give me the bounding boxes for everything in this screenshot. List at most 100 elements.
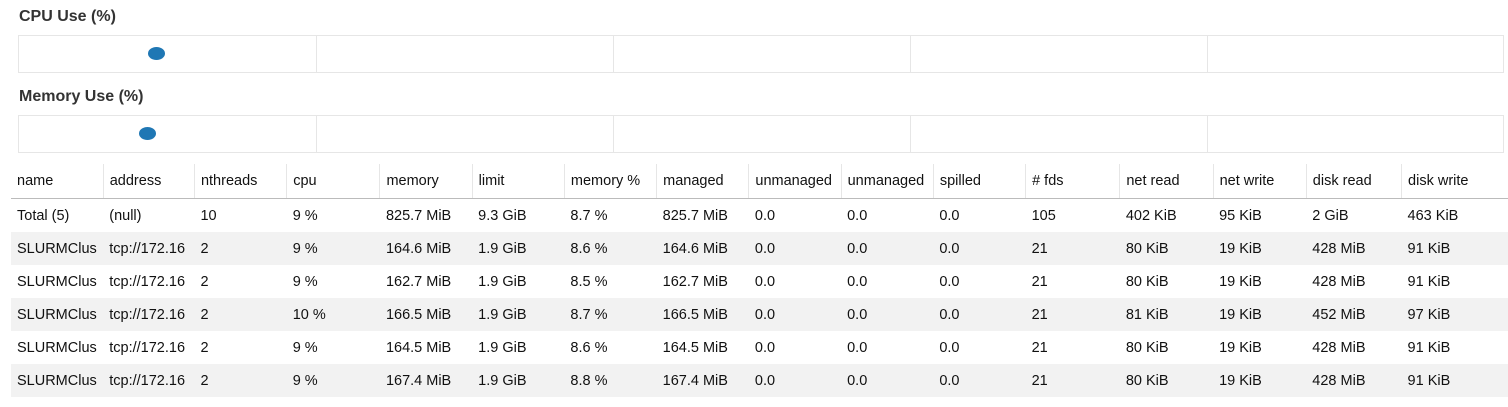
table-cell: 1.9 GiB bbox=[472, 364, 565, 397]
table-cell: 95 KiB bbox=[1219, 207, 1262, 224]
table-cell: 428 MiB bbox=[1306, 232, 1402, 265]
table-cell: 402 KiB bbox=[1125, 207, 1177, 224]
column-header[interactable]: unmanaged bbox=[748, 164, 842, 199]
table-cell: 2 bbox=[194, 364, 287, 397]
table-cell: 19 KiB bbox=[1219, 339, 1262, 356]
table-cell: 9 % bbox=[292, 273, 318, 290]
table-cell: 1.9 GiB bbox=[478, 273, 527, 290]
table-cell: 0.0 bbox=[748, 298, 842, 331]
cpu-use-title: CPU Use (%) bbox=[19, 8, 116, 25]
table-cell: 2 bbox=[194, 232, 287, 265]
table-cell: tcp://172.16 bbox=[103, 232, 195, 265]
table-cell: 21 bbox=[1031, 273, 1048, 290]
table-cell: 80 KiB bbox=[1119, 232, 1214, 265]
plot-divider bbox=[613, 116, 614, 152]
table-cell: 1.9 GiB bbox=[478, 339, 527, 356]
table-cell: 825.7 MiB bbox=[662, 207, 728, 224]
table-cell: 164.6 MiB bbox=[379, 232, 473, 265]
table-cell: 19 KiB bbox=[1213, 364, 1307, 397]
table-row: Total (5) (null) 10 9 % 825.7 MiB 9.3 GiB 8.7 … bbox=[11, 199, 1508, 233]
table-cell: 9 % bbox=[292, 339, 318, 356]
table-row: SLURMClus tcp://172.16 2 9 % 164.5 MiB 1.9 Gi… bbox=[11, 331, 1508, 364]
table-cell: 164.5 MiB bbox=[385, 339, 452, 356]
table-cell: 167.4 MiB bbox=[379, 364, 473, 397]
column-header[interactable]: net write bbox=[1212, 164, 1307, 199]
column-header[interactable]: disk write bbox=[1401, 164, 1508, 199]
table-cell: 19 KiB bbox=[1213, 298, 1307, 331]
column-header[interactable]: cpu bbox=[286, 164, 380, 199]
column-header[interactable]: nthreads bbox=[193, 164, 287, 199]
table-cell: 0.0 bbox=[847, 339, 868, 356]
workers-table: name address nthreads cpu memory limit memory … bbox=[11, 164, 1508, 397]
column-header[interactable]: address bbox=[102, 164, 195, 199]
table-cell: SLURMClus bbox=[11, 364, 104, 397]
memory-use-title: Memory Use (%) bbox=[19, 88, 144, 105]
table-cell: 0.0 bbox=[841, 364, 934, 397]
table-cell: 8.6 % bbox=[564, 232, 657, 265]
table-cell: 1.9 GiB bbox=[472, 232, 565, 265]
plot-divider bbox=[316, 116, 317, 152]
table-cell: 8.8 % bbox=[564, 364, 657, 397]
table-cell: tcp://172.16 bbox=[103, 298, 195, 331]
column-header[interactable]: net read bbox=[1119, 164, 1214, 199]
table-cell: 9.3 GiB bbox=[478, 207, 527, 224]
table-cell: 428 MiB bbox=[1312, 273, 1366, 290]
table-cell: tcp://172.16 bbox=[103, 364, 195, 397]
table-cell: 428 MiB bbox=[1306, 364, 1402, 397]
table-cell: tcp://172.16 bbox=[109, 339, 186, 356]
column-header[interactable]: disk read bbox=[1305, 164, 1402, 199]
table-cell: 0.0 bbox=[754, 273, 776, 290]
table-cell: 0.0 bbox=[754, 339, 776, 356]
memory-use-plot bbox=[18, 115, 1504, 153]
table-cell: tcp://172.16 bbox=[109, 273, 186, 290]
column-header[interactable]: name bbox=[11, 164, 104, 199]
table-row: SLURMClus tcp://172.16 2 9 % 167.4 MiB 1.9 Gi… bbox=[11, 364, 1508, 397]
table-cell: 21 bbox=[1031, 339, 1048, 356]
column-header[interactable]: unmanaged bbox=[840, 164, 934, 199]
table-cell: 0.0 bbox=[933, 298, 1026, 331]
column-header[interactable]: spilled bbox=[932, 164, 1026, 199]
table-cell: 825.7 MiB bbox=[385, 207, 452, 224]
column-header[interactable]: managed bbox=[656, 164, 749, 199]
table-cell: 0.0 bbox=[933, 364, 1026, 397]
table-row: SLURMClus tcp://172.16 2 9 % 162.7 MiB 1.9 Gi… bbox=[11, 265, 1508, 298]
table-cell: 19 KiB bbox=[1219, 273, 1262, 290]
table-header-row: name address nthreads cpu memory limit memory … bbox=[11, 164, 1508, 199]
table-cell: Total (5) bbox=[17, 207, 70, 224]
cpu-usage-dot bbox=[147, 47, 165, 60]
table-cell: 21 bbox=[1025, 364, 1120, 397]
table-cell: 91 KiB bbox=[1407, 339, 1451, 356]
table-cell: SLURMClus bbox=[11, 232, 104, 265]
column-header[interactable]: memory % bbox=[563, 164, 657, 199]
table-cell: 9 % bbox=[286, 232, 380, 265]
table-cell: 19 KiB bbox=[1213, 232, 1307, 265]
table-cell: 91 KiB bbox=[1401, 232, 1508, 265]
table-cell: 10 % bbox=[286, 298, 380, 331]
table-cell: 167.4 MiB bbox=[656, 364, 749, 397]
table-cell: 162.7 MiB bbox=[662, 273, 728, 290]
table-cell: (null) bbox=[109, 207, 142, 224]
table-cell: 0.0 bbox=[841, 232, 934, 265]
table-cell: 2 bbox=[200, 273, 209, 290]
table-cell: 0.0 bbox=[748, 232, 842, 265]
column-header[interactable]: limit bbox=[471, 164, 565, 199]
table-cell: 80 KiB bbox=[1119, 364, 1214, 397]
table-cell: 2 bbox=[194, 298, 287, 331]
table-row: SLURMClus tcp://172.16 2 9 % 164.6 MiB 1.9 Gi… bbox=[11, 232, 1508, 265]
table-cell: 21 bbox=[1025, 298, 1120, 331]
table-cell: 105 bbox=[1031, 207, 1056, 224]
plot-divider bbox=[910, 36, 911, 72]
table-cell: 91 KiB bbox=[1401, 364, 1508, 397]
table-cell: 0.0 bbox=[939, 339, 960, 356]
table-cell: 8.7 % bbox=[564, 298, 657, 331]
plot-divider bbox=[316, 36, 317, 72]
plot-divider bbox=[613, 36, 614, 72]
table-cell: 80 KiB bbox=[1125, 273, 1169, 290]
table-cell: 10 bbox=[200, 207, 217, 224]
column-header[interactable]: # fds bbox=[1025, 164, 1120, 199]
table-cell: 0.0 bbox=[748, 364, 842, 397]
column-header[interactable]: memory bbox=[379, 164, 473, 199]
memory-usage-dot bbox=[139, 127, 157, 140]
table-cell: 0.0 bbox=[847, 207, 868, 224]
table-cell: 1.9 GiB bbox=[472, 298, 565, 331]
